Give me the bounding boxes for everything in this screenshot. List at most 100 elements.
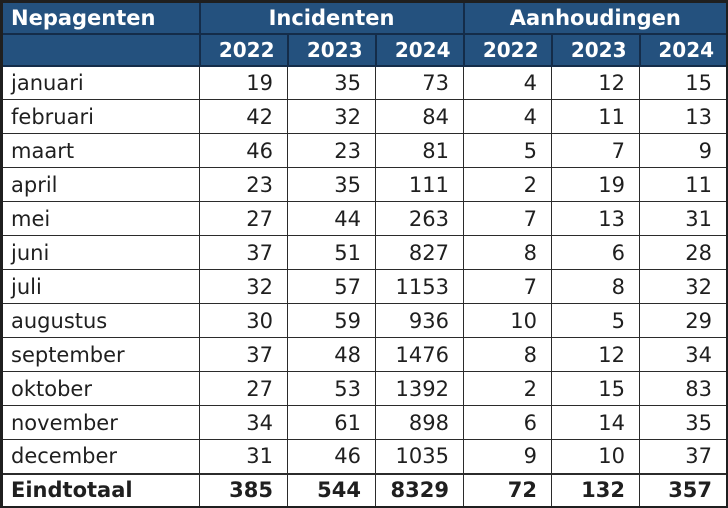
value-cell: 34 bbox=[638, 337, 728, 372]
value-cell: 73 bbox=[375, 65, 464, 100]
total-value-cell: 72 bbox=[463, 472, 552, 508]
year-header-aanhoudingen-2023: 2023 bbox=[550, 32, 641, 67]
month-label-cell: oktober bbox=[1, 371, 200, 406]
value-cell: 35 bbox=[287, 167, 376, 202]
corner-header-nepagenten: Nepagenten bbox=[0, 0, 201, 35]
value-cell: 37 bbox=[638, 439, 728, 474]
value-cell: 5 bbox=[463, 133, 552, 168]
month-label-cell: januari bbox=[1, 65, 200, 100]
table-row: februari 42 32 84 4 11 13 bbox=[1, 99, 728, 134]
month-label-cell: augustus bbox=[1, 303, 200, 338]
table-row: juni 37 51 827 8 6 28 bbox=[1, 235, 728, 270]
value-cell: 9 bbox=[463, 439, 552, 474]
table-header: Nepagenten Incidenten Aanhoudingen 2022 … bbox=[0, 0, 728, 67]
month-label-cell: februari bbox=[1, 99, 200, 134]
value-cell: 1476 bbox=[375, 337, 464, 372]
value-cell: 263 bbox=[375, 201, 464, 236]
value-cell: 4 bbox=[463, 99, 552, 134]
value-cell: 19 bbox=[551, 167, 640, 202]
value-cell: 29 bbox=[638, 303, 728, 338]
month-label-cell: juni bbox=[1, 235, 200, 270]
value-cell: 15 bbox=[638, 65, 728, 100]
value-cell: 51 bbox=[287, 235, 376, 270]
table-row: december 31 46 1035 9 10 37 bbox=[1, 439, 728, 474]
value-cell: 8 bbox=[463, 337, 552, 372]
month-label-cell: mei bbox=[1, 201, 200, 236]
total-row: Eindtotaal 385 544 8329 72 132 357 bbox=[1, 472, 728, 508]
value-cell: 10 bbox=[463, 303, 552, 338]
value-cell: 32 bbox=[638, 269, 728, 304]
group-header-row: Nepagenten Incidenten Aanhoudingen bbox=[0, 0, 728, 35]
value-cell: 15 bbox=[551, 371, 640, 406]
value-cell: 35 bbox=[638, 405, 728, 440]
value-cell: 1392 bbox=[375, 371, 464, 406]
value-cell: 898 bbox=[375, 405, 464, 440]
total-value-cell: 385 bbox=[199, 472, 288, 508]
table-row: augustus 30 59 936 10 5 29 bbox=[1, 303, 728, 338]
year-header-aanhoudingen-2022: 2022 bbox=[462, 32, 553, 67]
value-cell: 42 bbox=[199, 99, 288, 134]
value-cell: 2 bbox=[463, 371, 552, 406]
table-row: maart 46 23 81 5 7 9 bbox=[1, 133, 728, 168]
value-cell: 6 bbox=[463, 405, 552, 440]
value-cell: 827 bbox=[375, 235, 464, 270]
table-body: januari 19 35 73 4 12 15 februari 42 32 84 4 11 13 maa… bbox=[1, 65, 728, 508]
total-value-cell: 544 bbox=[287, 472, 376, 508]
value-cell: 4 bbox=[463, 65, 552, 100]
value-cell: 12 bbox=[551, 65, 640, 100]
value-cell: 84 bbox=[375, 99, 464, 134]
month-label-cell: november bbox=[1, 405, 200, 440]
value-cell: 5 bbox=[551, 303, 640, 338]
value-cell: 7 bbox=[463, 269, 552, 304]
value-cell: 1153 bbox=[375, 269, 464, 304]
value-cell: 48 bbox=[287, 337, 376, 372]
value-cell: 28 bbox=[638, 235, 728, 270]
table-row: oktober 27 53 1392 2 15 83 bbox=[1, 371, 728, 406]
value-cell: 37 bbox=[199, 235, 288, 270]
value-cell: 10 bbox=[551, 439, 640, 474]
value-cell: 83 bbox=[638, 371, 728, 406]
value-cell: 30 bbox=[199, 303, 288, 338]
value-cell: 27 bbox=[199, 201, 288, 236]
year-header-aanhoudingen-2024: 2024 bbox=[638, 32, 728, 67]
month-label-cell: juli bbox=[1, 269, 200, 304]
value-cell: 9 bbox=[638, 133, 728, 168]
total-value-cell: 132 bbox=[551, 472, 640, 508]
value-cell: 23 bbox=[199, 167, 288, 202]
month-label-cell: september bbox=[1, 337, 200, 372]
value-cell: 46 bbox=[287, 439, 376, 474]
year-header-row: 2022 2023 2024 2022 2023 2024 bbox=[0, 32, 728, 67]
value-cell: 81 bbox=[375, 133, 464, 168]
value-cell: 31 bbox=[199, 439, 288, 474]
value-cell: 19 bbox=[199, 65, 288, 100]
table-row: mei 27 44 263 7 13 31 bbox=[1, 201, 728, 236]
value-cell: 44 bbox=[287, 201, 376, 236]
year-header-incidenten-2023: 2023 bbox=[286, 32, 377, 67]
table-row: september 37 48 1476 8 12 34 bbox=[1, 337, 728, 372]
value-cell: 32 bbox=[199, 269, 288, 304]
value-cell: 111 bbox=[375, 167, 464, 202]
value-cell: 59 bbox=[287, 303, 376, 338]
value-cell: 35 bbox=[287, 65, 376, 100]
value-cell: 8 bbox=[463, 235, 552, 270]
value-cell: 7 bbox=[551, 133, 640, 168]
value-cell: 6 bbox=[551, 235, 640, 270]
value-cell: 37 bbox=[199, 337, 288, 372]
value-cell: 11 bbox=[551, 99, 640, 134]
value-cell: 7 bbox=[463, 201, 552, 236]
total-value-cell: 8329 bbox=[375, 472, 464, 508]
table-row: januari 19 35 73 4 12 15 bbox=[1, 65, 728, 100]
value-cell: 23 bbox=[287, 133, 376, 168]
group-header-aanhoudingen: Aanhoudingen bbox=[462, 0, 728, 35]
year-header-incidenten-2022: 2022 bbox=[198, 32, 289, 67]
blank-header-cell bbox=[0, 32, 201, 67]
value-cell: 13 bbox=[551, 201, 640, 236]
value-cell: 46 bbox=[199, 133, 288, 168]
value-cell: 8 bbox=[551, 269, 640, 304]
group-header-incidenten: Incidenten bbox=[198, 0, 465, 35]
value-cell: 53 bbox=[287, 371, 376, 406]
table-row: april 23 35 111 2 19 11 bbox=[1, 167, 728, 202]
value-cell: 12 bbox=[551, 337, 640, 372]
table-row: november 34 61 898 6 14 35 bbox=[1, 405, 728, 440]
